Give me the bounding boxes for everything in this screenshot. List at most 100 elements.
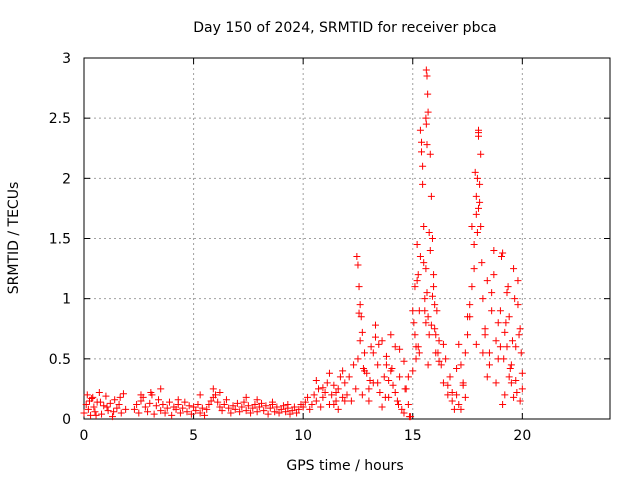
data-point [391,389,399,397]
data-point [499,401,507,409]
data-point [194,401,202,409]
data-point [412,355,420,363]
data-point [141,403,149,411]
data-point [82,401,90,409]
data-point [271,408,279,416]
data-point [242,407,250,415]
y-tick-label: 2 [62,171,71,187]
data-point [334,385,342,393]
data-point [312,376,320,384]
data-point [295,405,303,413]
data-point [393,397,401,405]
data-point [459,381,467,389]
data-point [450,405,458,413]
x-tick-label: 10 [294,428,312,444]
data-point [163,404,171,412]
data-point [165,398,173,406]
data-point [400,357,408,365]
data-point [475,129,482,137]
data-point [457,405,465,413]
data-point [358,328,366,336]
data-point [470,265,478,273]
data-point [461,393,469,401]
data-point [216,389,224,397]
data-point [425,331,433,339]
data-point [472,340,480,348]
data-point [255,403,263,411]
data-point [422,66,430,74]
data-point [371,333,379,341]
data-point [514,277,522,285]
data-point [91,408,99,416]
data-point [505,373,513,381]
data-point [244,402,252,410]
data-point [385,376,393,384]
data-point [481,325,489,333]
data-point [382,352,390,360]
data-point [233,399,241,407]
data-point [477,150,485,158]
data-point [444,391,452,399]
data-point [84,405,92,413]
data-point [196,409,204,417]
data-point [427,192,435,200]
data-point [396,345,404,353]
data-point [301,398,309,406]
data-point [358,391,366,399]
data-point [431,301,439,309]
data-point [240,398,248,406]
data-point [150,410,158,418]
data-point [428,292,436,300]
axis-ticks [83,57,610,420]
data-point [422,319,430,327]
data-point [293,409,301,417]
data-point [446,373,454,381]
data-point [430,271,438,279]
data-point [422,265,430,273]
data-point [515,331,523,339]
data-point [428,235,436,242]
data-point [507,379,515,387]
data-point [249,404,257,412]
data-point [353,253,361,261]
data-point [478,259,486,267]
data-point [334,405,342,413]
data-point [439,379,447,387]
data-point [339,367,347,375]
data-point [207,397,215,405]
data-point [225,404,233,412]
data-point [437,361,445,369]
data-point [323,379,331,387]
data-point [471,168,479,176]
data-point [424,313,432,321]
data-point [483,277,491,285]
data-point [308,401,316,409]
data-point [312,397,320,405]
data-point [361,349,369,357]
data-point [420,222,428,230]
data-point [477,222,485,230]
data-point [485,361,493,369]
data-point [365,397,373,405]
data-point [236,408,244,416]
data-point [426,247,434,255]
data-point [448,397,456,405]
data-point [472,192,480,200]
data-point [473,228,481,236]
data-point [356,301,364,309]
data-point [435,357,443,365]
data-point [476,180,484,188]
data-point [374,379,382,387]
data-point [80,409,88,417]
data-point [104,407,112,415]
data-point [423,289,431,297]
data-point [347,397,355,405]
data-point [418,148,426,156]
data-point [366,376,374,384]
data-point [341,379,349,387]
data-point [190,403,198,411]
data-point [516,325,524,333]
data-point [216,403,224,411]
data-point [218,407,226,415]
data-point [336,373,344,381]
